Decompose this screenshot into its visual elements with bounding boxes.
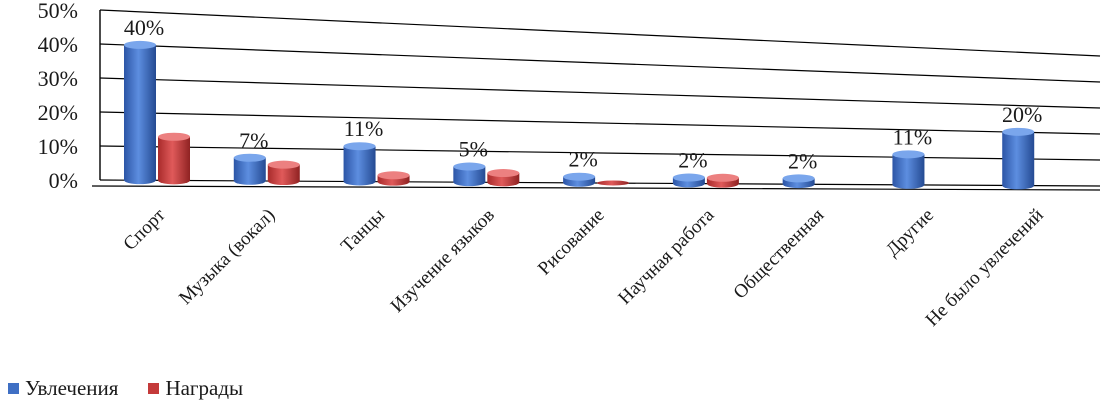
- gridline: [99, 43, 1101, 83]
- bar: [597, 180, 630, 186]
- bar: [892, 150, 925, 189]
- bar: [233, 153, 266, 185]
- data-label: 2%: [568, 147, 597, 172]
- x-tick-label: Научная работа: [614, 204, 718, 308]
- bar: [124, 40, 156, 185]
- data-label: 40%: [124, 15, 164, 40]
- x-tick-label: Рисование: [534, 205, 609, 280]
- gridline: [99, 111, 1101, 135]
- y-tick-label: 50%: [38, 0, 78, 23]
- x-tick-label: Изучение языков: [387, 205, 499, 317]
- bar: [782, 174, 815, 189]
- y-tick-label: 0%: [49, 168, 78, 193]
- bar: [158, 132, 190, 185]
- floor-edge: [91, 185, 1101, 191]
- bar: [563, 172, 596, 187]
- data-labels: 40% 7% 11% 5% 2% 2% 2% 11% 20%: [124, 15, 1043, 173]
- bar: [453, 162, 486, 187]
- bar: [706, 173, 739, 188]
- gridline: [99, 9, 1101, 57]
- legend-swatch-red: [148, 383, 160, 394]
- x-tick-label: Общественная: [730, 205, 829, 304]
- y-axis: 0% 10% 20% 30% 40% 50%: [38, 0, 1101, 193]
- x-tick-label: Танцы: [337, 205, 389, 257]
- bar: [672, 173, 705, 188]
- data-label: 11%: [344, 116, 384, 141]
- data-label: 5%: [459, 137, 488, 162]
- bar: [487, 169, 520, 187]
- bar: [377, 171, 410, 186]
- data-label: 20%: [1002, 102, 1042, 127]
- legend: Увлечения Награды: [8, 376, 243, 401]
- data-label: 7%: [239, 128, 268, 153]
- legend-label-hobbies: Увлечения: [25, 376, 119, 400]
- x-tick-label: Другие: [882, 205, 938, 261]
- x-tick-label: Спорт: [119, 204, 170, 255]
- data-label: 2%: [678, 148, 707, 173]
- gridline: [99, 145, 1101, 161]
- legend-item-hobbies: Увлечения: [8, 376, 118, 401]
- grid-lines: [99, 9, 1101, 187]
- legend-swatch-blue: [8, 383, 19, 394]
- bar: [267, 160, 300, 186]
- x-tick-label: Не было увлечений: [922, 205, 1048, 331]
- legend-label-awards: Награды: [165, 376, 244, 400]
- y-tick-label: 10%: [38, 134, 78, 159]
- bar: [1002, 127, 1035, 190]
- bar: [343, 142, 376, 186]
- legend-item-awards: Награды: [148, 376, 243, 401]
- data-label: 11%: [893, 124, 933, 149]
- data-label: 2%: [788, 148, 817, 173]
- y-tick-label: 30%: [38, 66, 78, 91]
- y-tick-label: 20%: [38, 100, 78, 125]
- x-tick-label: Музыка (вокал): [175, 205, 279, 309]
- bars: [124, 40, 1035, 190]
- gridline: [99, 77, 1101, 109]
- y-tick-label: 40%: [38, 32, 78, 57]
